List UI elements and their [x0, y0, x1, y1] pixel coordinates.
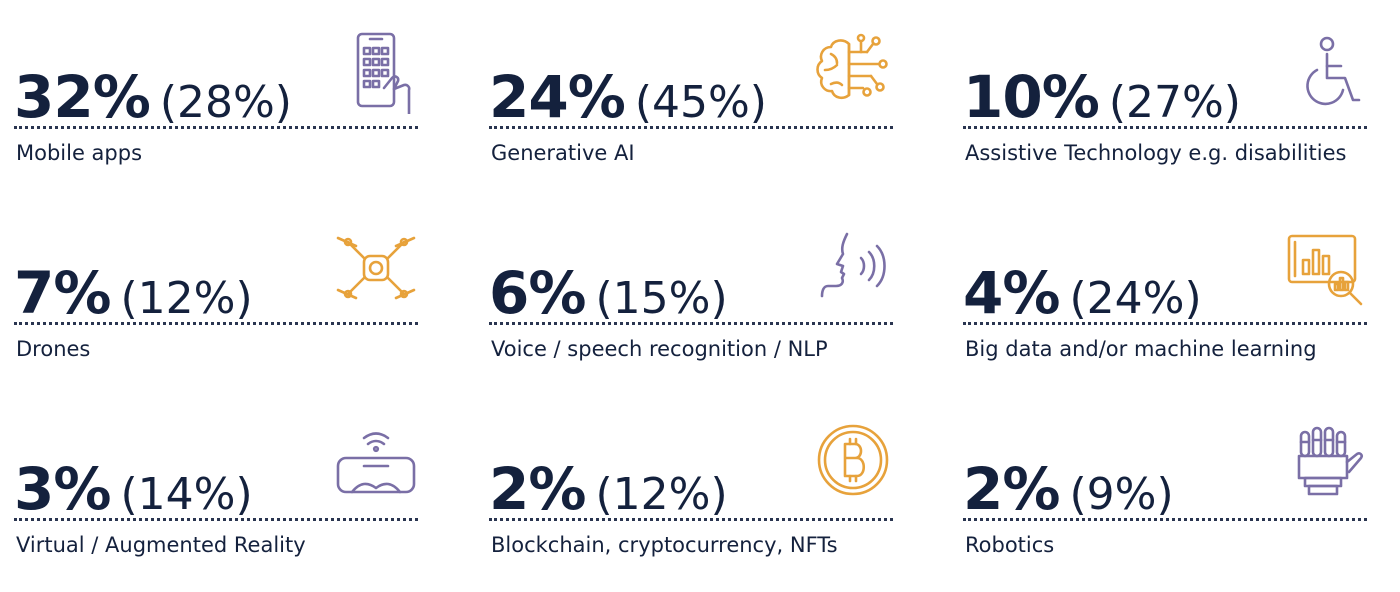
stat-figures: 2% (9%): [963, 460, 1174, 518]
stat-figures: 10% (27%): [963, 68, 1241, 126]
stat-card-assistive-technology: 10% (27%) Assistive Technology e.g. disab…: [963, 30, 1367, 180]
brain-circuit-icon: [809, 30, 893, 114]
smartphone-touch-icon: [334, 30, 418, 114]
data-analysis-icon: [1283, 226, 1367, 310]
stat-value: 2%: [963, 455, 1060, 523]
stat-value: 4%: [963, 259, 1060, 327]
stat-card-robotics: 2% (9%) Robotics: [963, 422, 1367, 572]
stat-figures: 4% (24%): [963, 264, 1202, 322]
robot-hand-icon: [1283, 422, 1367, 506]
stat-label: Big data and/or machine learning: [965, 337, 1317, 361]
stat-figures: 7% (12%): [14, 264, 253, 322]
wheelchair-icon: [1283, 30, 1367, 114]
stat-label: Generative AI: [491, 141, 635, 165]
stat-label: Assistive Technology e.g. disabilities: [965, 141, 1347, 165]
stat-card-voice-recognition: 6% (15%) Voice / speech recognition / NLP: [489, 226, 893, 376]
stat-card-mobile-apps: 32% (28%) Mobile apps: [14, 30, 418, 180]
stat-previous-value: (9%): [1069, 469, 1174, 520]
stat-figures: 32% (28%): [14, 68, 292, 126]
stat-previous-value: (14%): [120, 469, 253, 520]
dotted-divider: [14, 518, 418, 521]
stat-label: Blockchain, cryptocurrency, NFTs: [491, 533, 838, 557]
dotted-divider: [489, 126, 893, 129]
stat-label: Virtual / Augmented Reality: [16, 533, 306, 557]
stat-label: Drones: [16, 337, 91, 361]
stat-value: 32%: [14, 63, 151, 131]
stat-value: 24%: [489, 63, 626, 131]
stat-card-drones: 7% (12%) Drones: [14, 226, 418, 376]
speaking-head-icon: [809, 226, 893, 310]
stat-value: 7%: [14, 259, 111, 327]
dotted-divider: [963, 126, 1367, 129]
stat-value: 6%: [489, 259, 586, 327]
stat-figures: 3% (14%): [14, 460, 253, 518]
stat-previous-value: (27%): [1108, 77, 1241, 128]
stat-previous-value: (24%): [1069, 273, 1202, 324]
stat-figures: 2% (12%): [489, 460, 728, 518]
dotted-divider: [14, 126, 418, 129]
vr-headset-icon: [334, 422, 418, 506]
stat-value: 2%: [489, 455, 586, 523]
stat-previous-value: (45%): [634, 77, 767, 128]
dotted-divider: [963, 322, 1367, 325]
stat-card-blockchain: 2% (12%) Blockchain, cryptocurrency, NFTs: [489, 422, 893, 572]
dotted-divider: [963, 518, 1367, 521]
stat-card-big-data: 4% (24%) Big data and/or machine learning: [963, 226, 1367, 376]
drone-icon: [334, 226, 418, 310]
stat-figures: 24% (45%): [489, 68, 767, 126]
dotted-divider: [489, 322, 893, 325]
stat-previous-value: (12%): [595, 469, 728, 520]
dotted-divider: [14, 322, 418, 325]
stat-figures: 6% (15%): [489, 264, 728, 322]
stat-card-vr-ar: 3% (14%) Virtual / Augmented Reality: [14, 422, 418, 572]
stat-card-generative-ai: 24% (45%) Generative AI: [489, 30, 893, 180]
stat-label: Mobile apps: [16, 141, 143, 165]
stat-label: Voice / speech recognition / NLP: [491, 337, 828, 361]
stat-value: 10%: [963, 63, 1100, 131]
stat-previous-value: (28%): [159, 77, 292, 128]
stat-previous-value: (12%): [120, 273, 253, 324]
stat-previous-value: (15%): [595, 273, 728, 324]
bitcoin-icon: [809, 422, 893, 506]
stat-label: Robotics: [965, 533, 1055, 557]
dotted-divider: [489, 518, 893, 521]
stat-value: 3%: [14, 455, 111, 523]
